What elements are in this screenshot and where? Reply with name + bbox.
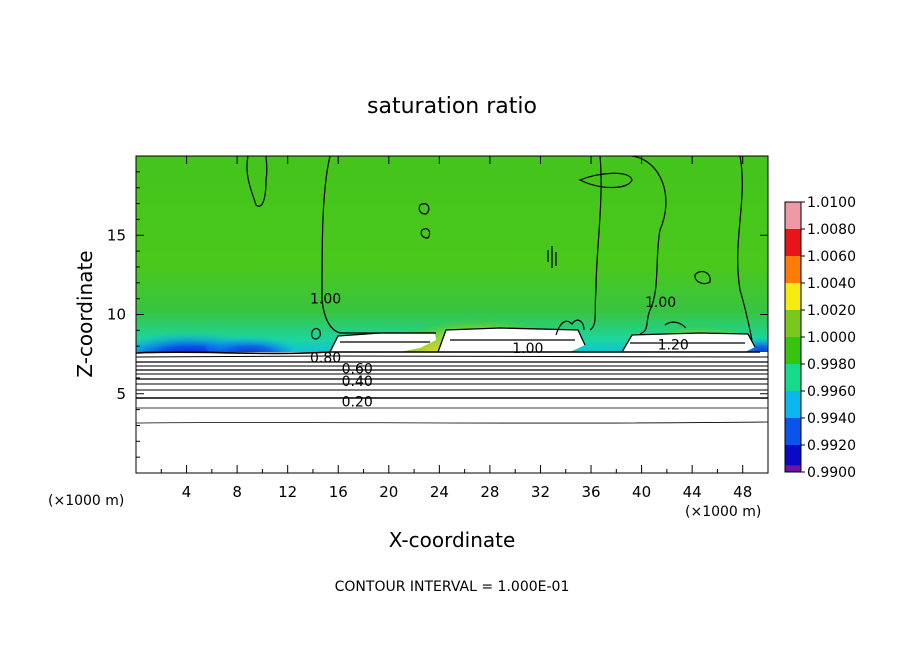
x-tick-label: 28 — [480, 483, 499, 501]
contour-label: 1.00 — [645, 295, 676, 311]
x-tick-label: 36 — [581, 483, 600, 501]
contour-label: 1.00 — [512, 341, 543, 357]
y-axis-ticks: 5 10 15 — [107, 171, 768, 458]
y-axis-label: Z-coordinate — [73, 250, 97, 377]
contour-label: 0.40 — [342, 374, 373, 390]
contour-label: 0.60 — [342, 361, 373, 377]
x-tick-label: 40 — [632, 483, 651, 501]
x-tick-label: 16 — [329, 483, 348, 501]
x-axis-label: X-coordinate — [389, 528, 516, 552]
x-tick-label: 48 — [733, 483, 752, 501]
colorbar-swatch — [785, 465, 801, 472]
contour-label: 1.20 — [658, 338, 689, 354]
colorbar-tick-label: 0.9920 — [807, 438, 856, 454]
y-tick-label: 5 — [116, 385, 126, 403]
x-tick-label: 8 — [232, 483, 242, 501]
colorbar-swatch — [785, 418, 801, 445]
contour-label: 1.00 — [310, 292, 341, 308]
colorbar-tick-label: 1.0020 — [807, 303, 856, 319]
x-tick-label: 4 — [182, 483, 192, 501]
colorbar-tick-label: 1.0080 — [807, 222, 856, 238]
colorbar-tick-label: 0.9900 — [807, 465, 856, 481]
colorbar-swatch — [785, 229, 801, 256]
colorbar-tick-label: 1.0100 — [807, 195, 856, 211]
colorbar-swatch — [785, 337, 801, 364]
x-tick-label: 20 — [379, 483, 398, 501]
x-tick-label: 12 — [278, 483, 297, 501]
colorbar-tick-label: 1.0040 — [807, 276, 856, 292]
contour-interval-note: CONTOUR INTERVAL = 1.000E-01 — [335, 579, 570, 595]
x-tick-label: 44 — [683, 483, 702, 501]
x-axis-ticks: 4 8 12 16 20 24 28 32 36 40 44 48 — [160, 156, 752, 501]
chart-title: saturation ratio — [367, 94, 537, 119]
x-tick-label: 32 — [531, 483, 550, 501]
contour-1-00-lines — [246, 156, 753, 341]
x-axis-unit-right: (×1000 m) — [685, 504, 761, 520]
colorbar: 1.0100 1.0080 1.0060 1.0040 1.0020 1.0000 0.99… — [784, 195, 856, 481]
contour-label: 0.20 — [342, 395, 373, 411]
x-axis-unit-left: (×1000 m) — [48, 493, 124, 509]
colorbar-swatch — [785, 256, 801, 283]
colorbar-swatch — [785, 391, 801, 418]
lower-domain — [136, 352, 768, 473]
cloud-outline-contours — [329, 327, 756, 353]
colorbar-tick-label: 0.9940 — [807, 411, 856, 427]
colorbar-swatch — [785, 283, 801, 310]
colorbar-swatch — [785, 310, 801, 337]
colorbar-tick-label: 1.0060 — [807, 249, 856, 265]
contour-label-group: 1.00 1.00 1.00 1.20 0.800.600.40 0.20 — [310, 292, 689, 411]
contour-label: 0.80 — [310, 350, 341, 366]
y-tick-label: 15 — [107, 226, 126, 244]
x-tick-label: 24 — [430, 483, 449, 501]
colorbar-tick-label: 0.9980 — [807, 357, 856, 373]
y-tick-label: 10 — [107, 306, 126, 324]
lower-contours — [136, 351, 768, 424]
colorbar-tick-label: 1.0000 — [807, 330, 856, 346]
colorbar-swatch — [785, 364, 801, 391]
colorbar-tick-label: 0.9960 — [807, 384, 856, 400]
colorbar-swatch — [785, 202, 801, 229]
plot-area: 1.00 1.00 1.00 1.20 0.800.600.40 0.20 — [136, 156, 768, 473]
